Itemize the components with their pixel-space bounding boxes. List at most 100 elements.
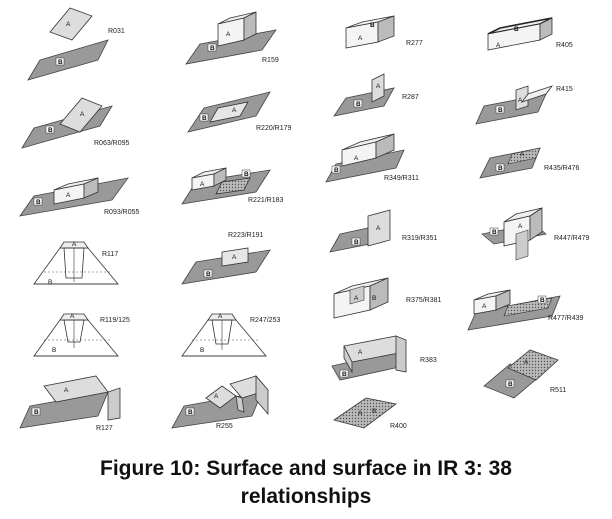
label-b: B	[34, 409, 39, 416]
diagram-r159: A B R159	[185, 11, 279, 65]
diagram-r221-r183: A B R221/R183	[181, 167, 284, 205]
label-a: A	[354, 155, 359, 162]
diagram-r117: A B R117	[33, 241, 119, 286]
diagram-r400: A B R400	[333, 397, 407, 430]
diagram-r277: A B R277	[345, 15, 423, 49]
label-a: A	[358, 35, 363, 42]
diagram-r127: A B R127	[19, 375, 121, 432]
relation-label: R477/R439	[548, 315, 584, 322]
label-a: A	[376, 225, 381, 232]
diagram-r435-r476: A B R435/R476	[479, 147, 580, 179]
relation-label: R223/R191	[228, 232, 264, 239]
label-b: B	[498, 107, 503, 114]
label-a: A	[232, 107, 237, 114]
label-b: B	[188, 409, 193, 416]
relation-label: R447/R479	[554, 235, 590, 242]
label-a: A	[80, 111, 85, 118]
label-a: A	[376, 83, 381, 90]
label-b: B	[354, 239, 359, 246]
relation-label: R400	[390, 423, 407, 430]
relation-label: R375/R381	[406, 297, 442, 304]
diagram-r063-r095: A B R063/R095	[21, 97, 130, 149]
figure-caption: Figure 10: Surface and surface in IR 3: …	[0, 455, 612, 511]
diagram-r287: A B R287	[333, 73, 419, 117]
label-b: B	[372, 408, 376, 415]
relation-label: R127	[96, 425, 113, 432]
label-a: A	[214, 393, 219, 400]
relation-label: R277	[406, 40, 423, 47]
diagram-r383: A B R383	[331, 335, 437, 381]
label-a: A	[518, 223, 523, 230]
label-a: A	[496, 42, 501, 49]
label-b: B	[48, 279, 52, 286]
label-b: B	[370, 22, 375, 29]
diagram-r255: A B R255	[171, 374, 269, 430]
relation-label: R435/R476	[544, 165, 580, 172]
label-a: A	[232, 254, 237, 261]
diagram-r223-r191: A B R223/R191	[181, 232, 271, 285]
label-a: A	[358, 410, 363, 417]
label-a: A	[354, 295, 359, 302]
label-b: B	[334, 167, 339, 174]
label-a: A	[482, 303, 487, 310]
label-b: B	[540, 297, 545, 304]
diagram-r405: A B R405	[487, 17, 573, 51]
relation-label: R383	[420, 357, 437, 364]
label-b: B	[492, 229, 497, 236]
label-a: A	[226, 31, 231, 38]
label-a: A	[66, 192, 71, 199]
label-b: B	[210, 45, 215, 52]
label-a: A	[524, 359, 529, 366]
label-b: B	[342, 371, 347, 378]
label-a: A	[200, 181, 205, 188]
label-a: A	[518, 97, 523, 104]
diagram-r447-r479: A B R447/R479	[481, 207, 590, 261]
diagram-r511: A B R511	[483, 349, 566, 399]
relation-label: R221/R183	[248, 197, 284, 204]
relation-label: R319/R351	[402, 235, 438, 242]
label-b: B	[48, 127, 53, 134]
label-b: B	[206, 271, 211, 278]
diagram-r375-r381: A B R375/R381	[333, 277, 442, 319]
label-b: B	[372, 295, 376, 302]
relation-label: R159	[262, 57, 279, 64]
diagram-r477-r439: A B R477/R439	[467, 289, 584, 331]
label-b: B	[200, 347, 204, 354]
label-a: A	[66, 21, 71, 28]
label-b: B	[202, 115, 207, 122]
label-a: A	[72, 241, 77, 248]
relation-label: R511	[550, 387, 566, 394]
relation-label: R405	[556, 42, 573, 49]
label-a: A	[218, 313, 223, 320]
relation-label: R093/R055	[104, 209, 140, 216]
caption-line-2: relationships	[240, 485, 372, 508]
caption-line-1: Figure 10: Surface and surface in IR 3: …	[100, 457, 512, 480]
relation-label: R031	[108, 28, 125, 35]
label-b: B	[52, 347, 56, 354]
label-b: B	[508, 381, 513, 388]
diagram-r319-r351: A B R319/R351	[329, 209, 438, 253]
diagram-r220-r179: A B R220/R179	[187, 91, 292, 133]
relation-label: R220/R179	[256, 125, 292, 132]
relation-label: R287	[402, 94, 419, 101]
diagram-r247-253: A B R247/253	[181, 313, 280, 357]
diagram-r031: A B R031	[27, 7, 125, 81]
label-b: B	[244, 171, 249, 178]
label-b: B	[356, 101, 361, 108]
label-a: A	[64, 387, 69, 394]
relation-label: R063/R095	[94, 140, 130, 147]
relation-label: R415	[556, 86, 573, 93]
diagram-r349-r311: A B R349/R311	[325, 133, 419, 183]
label-b: B	[498, 165, 503, 172]
diagram-r093-r055: A B R093/R055	[19, 177, 140, 217]
relation-label: R117	[102, 251, 118, 258]
relation-label: R119/125	[100, 317, 130, 324]
label-a: A	[520, 151, 525, 158]
relationship-diagram-grid: A B R031 A B R063/R095 A B R093/R055 A B…	[19, 7, 590, 432]
label-b: B	[58, 59, 63, 66]
diagram-r415: A B R415	[475, 85, 573, 125]
label-a: A	[358, 349, 363, 356]
label-a: A	[70, 313, 75, 320]
label-b: B	[514, 26, 519, 33]
diagram-r119-125: A B R119/125	[33, 313, 130, 357]
